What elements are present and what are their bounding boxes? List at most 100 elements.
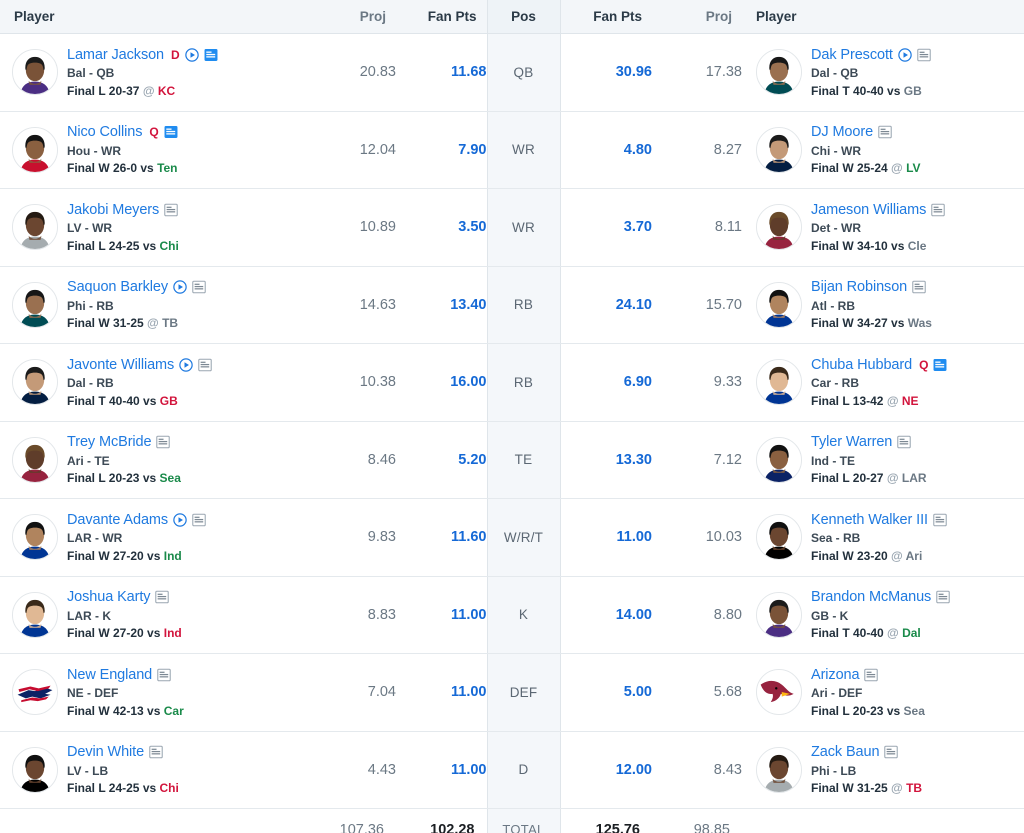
news-icon[interactable]	[149, 745, 163, 759]
news-icon[interactable]	[878, 125, 892, 139]
news-icon[interactable]	[155, 590, 170, 604]
player-name-row: New England	[67, 666, 184, 685]
player-headshot	[757, 50, 801, 95]
player-name-link[interactable]: Saquon Barkley	[67, 279, 168, 296]
player-cell-right[interactable]: Jameson Williams Det - WR Final W 34-10 vs…	[742, 188, 1024, 267]
opponent-team: Sea	[903, 703, 925, 718]
opponent-team: Car	[163, 703, 184, 718]
player-cell-left[interactable]: New England NE - DEF Final W 42-13 vs Car	[0, 653, 300, 732]
player-cell-left[interactable]: Jakobi Meyers LV - WR Final L 24-25 vs Chi	[0, 188, 300, 267]
column-header-player-right[interactable]: Player	[742, 0, 1024, 34]
player-name-link[interactable]: Kenneth Walker III	[811, 511, 928, 528]
fanpts-left: 11.68	[396, 33, 487, 112]
proj-right: 7.12	[652, 421, 742, 499]
player-game-result: Final L 20-37 @ KC	[67, 83, 176, 98]
player-game-result: Final L 24-25 vs Chi	[67, 238, 179, 253]
video-icon[interactable]	[898, 48, 912, 62]
player-name-link[interactable]: Jakobi Meyers	[67, 201, 160, 218]
player-name-link[interactable]: Lamar Jackson	[67, 46, 165, 63]
player-info: Saquon Barkley Phi - RB Final W 31-25 @ TB	[67, 278, 206, 331]
player-name-link[interactable]: Bijan Robinson	[811, 279, 908, 296]
player-cell-right[interactable]: Dak Prescott Dal - QB Final T 40-40 vs GB	[742, 33, 1024, 112]
player-name-link[interactable]: Tyler Warren	[811, 434, 893, 451]
player-name-link[interactable]: Javonte Williams	[67, 356, 175, 373]
player-cell: Dak Prescott Dal - QB Final T 40-40 vs GB	[742, 34, 1024, 111]
column-header-pos[interactable]: Pos	[486, 0, 561, 34]
player-cell-left[interactable]: Lamar Jackson D Bal - QB Final L 20-37 @ KC	[0, 33, 300, 112]
player-team-position: Phi - LB	[811, 763, 857, 778]
avatar	[12, 359, 58, 406]
patriots-logo	[13, 670, 57, 715]
video-icon[interactable]	[173, 513, 187, 527]
player-name-link[interactable]: Devin White	[67, 744, 145, 761]
news-icon[interactable]	[917, 48, 931, 62]
news-icon[interactable]	[936, 590, 950, 604]
player-name-link[interactable]: Dak Prescott	[811, 46, 893, 63]
video-icon[interactable]	[173, 280, 187, 295]
news-icon[interactable]	[192, 280, 206, 294]
player-team-position: Det - WR	[811, 221, 861, 236]
news-icon[interactable]	[933, 513, 947, 527]
player-name-link[interactable]: Brandon McManus	[811, 589, 932, 606]
news-icon[interactable]	[864, 668, 879, 682]
player-name-link[interactable]: New England	[67, 666, 153, 683]
news-icon[interactable]	[192, 513, 206, 527]
player-cell-left[interactable]: Nico Collins Q Hou - WR Final W 26-0 vs Ten	[0, 111, 300, 189]
news-icon[interactable]	[204, 48, 218, 62]
player-cell-right[interactable]: Bijan Robinson Atl - RB Final W 34-27 vs W…	[742, 266, 1024, 344]
player-name-link[interactable]: Trey McBride	[67, 434, 152, 451]
news-icon[interactable]	[198, 358, 212, 372]
player-cell: Bijan Robinson Atl - RB Final W 34-27 vs W…	[742, 267, 1024, 344]
news-icon[interactable]	[156, 435, 171, 449]
column-header-fanpts-left[interactable]: Fan Pts	[396, 0, 487, 34]
player-cell-left[interactable]: Saquon Barkley Phi - RB Final W 31-25 @ TB	[0, 266, 300, 344]
player-cell-right[interactable]: Kenneth Walker III Sea - RB Final W 23-20 …	[742, 498, 1024, 577]
player-name-link[interactable]: Davante Adams	[67, 511, 169, 528]
column-header-proj-left[interactable]: Proj	[300, 0, 396, 34]
player-cell-left[interactable]: Trey McBride Ari - TE Final L 20-23 vs Sea	[0, 421, 300, 499]
player-cell-right[interactable]: DJ Moore Chi - WR Final W 25-24 @ LV	[742, 111, 1024, 189]
player-cell-right[interactable]: Chuba Hubbard Q Car - RB Final L 13-42 @ NE	[742, 343, 1024, 422]
table-row: Nico Collins Q Hou - WR Final W 26-0 vs Ten…	[0, 111, 1024, 189]
player-name-link[interactable]: Jameson Williams	[811, 201, 927, 218]
fanpts-right: 14.00	[560, 576, 652, 654]
player-cell-left[interactable]: Joshua Karty LAR - K Final W 27-20 vs Ind	[0, 576, 300, 654]
player-cell: Joshua Karty LAR - K Final W 27-20 vs Ind	[0, 577, 300, 654]
column-header-proj-right[interactable]: Proj	[652, 0, 742, 34]
player-name-link[interactable]: Zack Baun	[811, 744, 880, 761]
news-icon[interactable]	[164, 125, 178, 139]
player-cell: Trey McBride Ari - TE Final L 20-23 vs Sea	[0, 422, 300, 499]
news-icon[interactable]	[912, 280, 926, 294]
player-cell-left[interactable]: Devin White LV - LB Final L 24-25 vs Chi	[0, 731, 300, 809]
player-name-link[interactable]: Chuba Hubbard	[811, 356, 913, 373]
player-name-link[interactable]: Joshua Karty	[67, 589, 151, 606]
player-name-link[interactable]: Arizona	[811, 666, 860, 683]
news-icon[interactable]	[164, 203, 178, 217]
player-cell-right[interactable]: Zack Baun Phi - LB Final W 31-25 @ TB	[742, 731, 1024, 809]
table-header: Player Proj Fan Pts Pos Fan Pts Proj Pla…	[0, 0, 1024, 34]
news-icon[interactable]	[897, 435, 911, 449]
news-icon[interactable]	[931, 203, 945, 217]
player-cell-left[interactable]: Javonte Williams Dal - RB Final T 40-40 vs…	[0, 343, 300, 422]
player-name-link[interactable]: DJ Moore	[811, 124, 874, 141]
player-name-row: Dak Prescott	[811, 46, 931, 65]
news-icon[interactable]	[884, 745, 899, 759]
avatar	[756, 514, 802, 561]
column-header-player-left[interactable]: Player	[0, 0, 300, 34]
player-cell-right[interactable]: Brandon McManus GB - K Final T 40-40 @ Dal	[742, 576, 1024, 654]
news-icon[interactable]	[933, 358, 947, 372]
news-icon[interactable]	[157, 668, 171, 682]
position-label: WR	[486, 188, 561, 267]
video-icon[interactable]	[179, 358, 193, 372]
fanpts-right: 12.00	[560, 731, 652, 809]
video-icon[interactable]	[184, 48, 199, 62]
player-cell-right[interactable]: Arizona Ari - DEF Final L 20-23 vs Sea	[742, 653, 1024, 732]
player-cell-right[interactable]: Tyler Warren Ind - TE Final L 20-27 @ LAR	[742, 421, 1024, 499]
player-cell-left[interactable]: Davante Adams LAR - WR Final W 27-20 vs In…	[0, 498, 300, 577]
player-cell: Chuba Hubbard Q Car - RB Final L 13-42 @ NE	[742, 344, 1024, 421]
cardinals-logo	[757, 670, 801, 715]
column-header-fanpts-right[interactable]: Fan Pts	[560, 0, 652, 34]
player-name-row: Zack Baun	[811, 743, 922, 762]
player-name-link[interactable]: Nico Collins	[67, 124, 143, 141]
